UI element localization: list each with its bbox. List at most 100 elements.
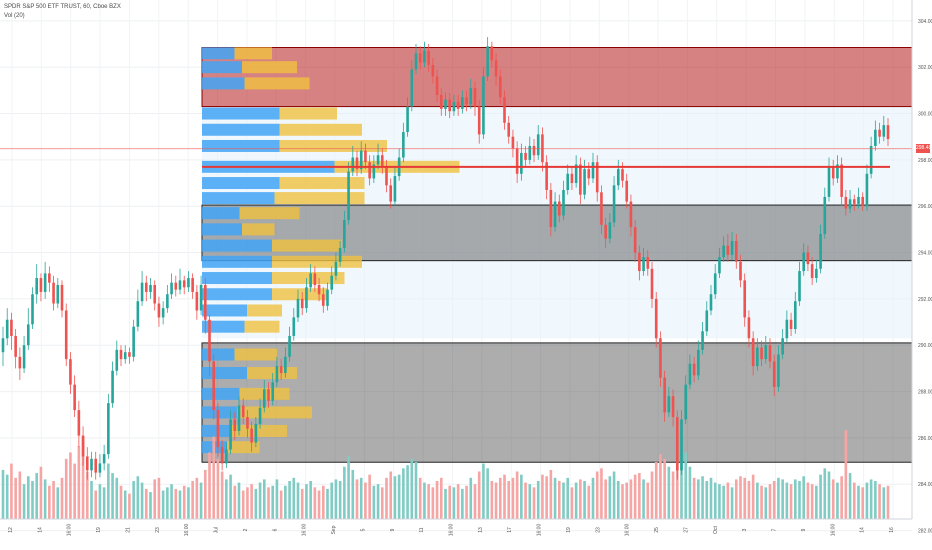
volume-bar bbox=[541, 474, 544, 519]
candle-body bbox=[64, 310, 68, 360]
volume-bar bbox=[170, 484, 173, 519]
candle-body bbox=[115, 349, 119, 371]
profile-up-bar bbox=[202, 320, 245, 333]
candle-body bbox=[187, 278, 190, 288]
candle-body bbox=[836, 164, 839, 179]
volume-bar bbox=[739, 476, 742, 519]
volume-bar bbox=[659, 454, 662, 519]
volume-bar bbox=[827, 471, 831, 519]
candle-body bbox=[789, 319, 793, 330]
candle-body bbox=[663, 377, 666, 413]
candle-body bbox=[191, 278, 194, 292]
profile-up-bar bbox=[202, 177, 280, 190]
y-tick-label: 292.00 bbox=[918, 297, 932, 303]
volume-bar bbox=[31, 481, 34, 519]
y-tick-label: 294.00 bbox=[918, 251, 932, 257]
volume-bar bbox=[836, 482, 839, 519]
candle-body bbox=[123, 352, 127, 360]
candle-body bbox=[701, 331, 704, 350]
candle-body bbox=[557, 201, 561, 216]
candle-body bbox=[359, 150, 363, 170]
x-tick-label: 19 bbox=[566, 527, 572, 533]
candle-body bbox=[305, 287, 308, 309]
profile-up-bar bbox=[202, 367, 247, 380]
volume-bar bbox=[869, 479, 873, 519]
volume-bar bbox=[330, 482, 334, 519]
volume-bar bbox=[857, 485, 860, 519]
volume-bar bbox=[579, 479, 582, 519]
volume-bar bbox=[831, 479, 835, 519]
x-tick-label: 16:00 bbox=[302, 524, 308, 537]
volume-bar bbox=[705, 481, 709, 519]
profile-up-bar bbox=[202, 255, 272, 268]
y-tick-label: 286.00 bbox=[918, 436, 932, 442]
volume-bar bbox=[663, 458, 666, 519]
volume-bar bbox=[562, 482, 565, 519]
symbol-label[interactable]: SPDR S&P 500 ETF TRUST, 60, Cboe BZX bbox=[4, 4, 121, 10]
volume-bar bbox=[743, 477, 747, 519]
price-axis[interactable]: 304.00 302.00 300.00 298.00 296.00 294.00 292.… bbox=[911, 0, 932, 535]
volume-bar bbox=[296, 482, 300, 519]
volume-bar bbox=[364, 482, 367, 519]
candle-body bbox=[418, 53, 422, 63]
profile-down-bar bbox=[279, 107, 337, 120]
profile-down-bar bbox=[232, 424, 287, 437]
volume-bar bbox=[343, 466, 346, 519]
volume-bar bbox=[789, 484, 793, 519]
x-tick-label: Sep bbox=[331, 525, 337, 534]
volume-bar bbox=[583, 481, 586, 519]
candle-body bbox=[73, 384, 76, 411]
candle-body bbox=[793, 301, 797, 330]
profile-down-bar bbox=[239, 207, 300, 220]
candle-body bbox=[486, 46, 489, 77]
volume-bar bbox=[77, 446, 81, 519]
candle-body bbox=[199, 284, 203, 311]
candle-body bbox=[444, 99, 447, 109]
candle-body bbox=[174, 282, 178, 290]
volume-bar bbox=[452, 487, 456, 519]
candle-body bbox=[1, 338, 5, 353]
candle-body bbox=[166, 294, 169, 309]
profile-up-bar bbox=[202, 192, 275, 205]
profile-up-bar bbox=[202, 288, 272, 301]
volume-bar bbox=[798, 481, 801, 519]
candle-body bbox=[77, 410, 81, 436]
profile-up-bar bbox=[202, 272, 272, 285]
volume-bar bbox=[380, 487, 384, 519]
volume-bar bbox=[760, 485, 763, 519]
candle-body bbox=[52, 282, 55, 304]
candle-body bbox=[393, 176, 397, 202]
profile-up-bar bbox=[202, 387, 240, 400]
candle-body bbox=[149, 284, 152, 292]
y-tick-label: 290.00 bbox=[918, 343, 932, 349]
candle-body bbox=[827, 166, 831, 197]
volume-bar bbox=[35, 473, 39, 519]
candle-body bbox=[85, 456, 89, 471]
profile-down-bar bbox=[279, 139, 387, 152]
volume-bar bbox=[503, 474, 506, 519]
profile-up-bar bbox=[202, 139, 280, 152]
candle-body bbox=[178, 280, 182, 290]
time-axis[interactable]: 12 14 16:00 19 21 23 16:00 Jul 2 6 16:00 Sep 5 9 11 16:… bbox=[0, 518, 912, 537]
candle-body bbox=[494, 60, 498, 77]
candle-body bbox=[823, 196, 827, 235]
candle-body bbox=[772, 361, 776, 387]
candle-body bbox=[726, 245, 730, 255]
candle-body bbox=[380, 155, 384, 167]
profile-up-bar bbox=[202, 239, 272, 252]
volume-bar bbox=[815, 485, 818, 519]
volume-indicator-label[interactable]: Vol (20) bbox=[4, 13, 25, 19]
profile-down-bar bbox=[244, 77, 310, 90]
volume-bar bbox=[431, 487, 435, 519]
candle-body bbox=[730, 240, 734, 255]
volume-bar bbox=[793, 479, 797, 519]
candle-body bbox=[107, 403, 110, 455]
volume-bar bbox=[642, 479, 645, 519]
volume-bars bbox=[1, 424, 890, 519]
candle-body bbox=[389, 185, 393, 202]
candle-body bbox=[385, 166, 388, 186]
candle-body bbox=[216, 410, 220, 448]
volume-bar bbox=[338, 481, 342, 519]
candle-body bbox=[781, 338, 784, 355]
